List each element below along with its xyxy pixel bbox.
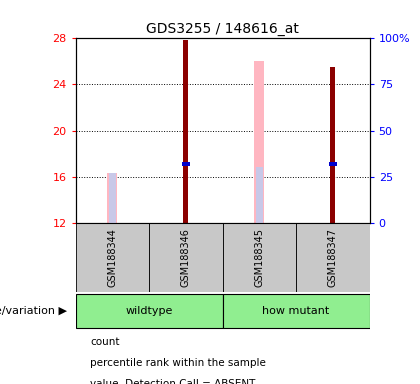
Text: GSM188346: GSM188346 <box>181 228 191 287</box>
Bar <box>109 173 116 223</box>
Text: GSM188347: GSM188347 <box>328 228 338 287</box>
Text: percentile rank within the sample: percentile rank within the sample <box>90 358 266 368</box>
Text: count: count <box>90 337 120 347</box>
Text: GSM188345: GSM188345 <box>255 228 264 287</box>
Text: genotype/variation ▶: genotype/variation ▶ <box>0 306 67 316</box>
Text: wildtype: wildtype <box>126 306 173 316</box>
Text: GSM188344: GSM188344 <box>108 228 117 287</box>
Bar <box>254 61 265 223</box>
Bar <box>329 162 336 166</box>
Bar <box>182 162 189 166</box>
Bar <box>107 173 118 223</box>
Bar <box>183 40 189 223</box>
Bar <box>296 223 370 292</box>
Bar <box>149 223 223 292</box>
Text: value, Detection Call = ABSENT: value, Detection Call = ABSENT <box>90 379 256 384</box>
Bar <box>76 294 223 328</box>
Bar <box>256 167 262 223</box>
Bar <box>76 223 149 292</box>
Text: how mutant: how mutant <box>262 306 330 316</box>
Bar <box>223 223 296 292</box>
Title: GDS3255 / 148616_at: GDS3255 / 148616_at <box>146 22 299 36</box>
Bar <box>223 294 370 328</box>
Bar <box>330 67 336 223</box>
